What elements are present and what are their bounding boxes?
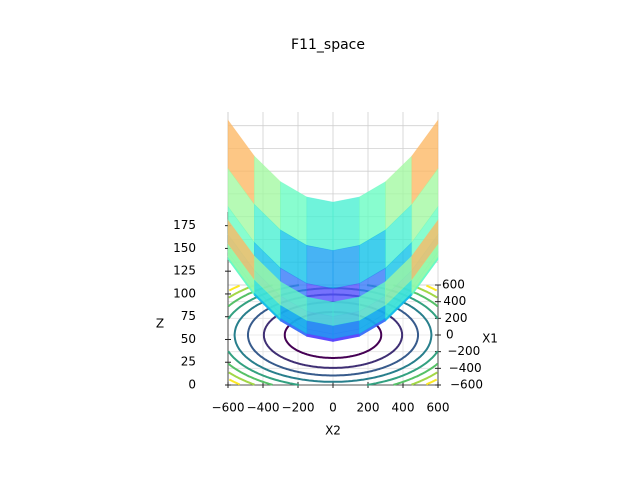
surface-cell [411, 219, 439, 281]
z-axis-label: Z [156, 317, 164, 331]
z-tick-label: 150 [173, 241, 196, 255]
x-tick-label: 600 [427, 401, 450, 415]
contour [228, 284, 438, 386]
z-tick-label: 50 [181, 332, 196, 346]
y-tick-label: 200 [445, 311, 468, 325]
x-axis-label: X2 [325, 424, 341, 438]
surface-cell [332, 196, 360, 251]
surface-cell [306, 296, 334, 326]
y-tick-label: 400 [443, 294, 466, 308]
contour [228, 284, 438, 386]
y-tick-label: −400 [449, 361, 482, 375]
y-axis-label: X1 [482, 332, 498, 346]
contour [227, 284, 439, 386]
z-tick-label: 0 [188, 378, 196, 392]
surface-cell [306, 196, 334, 251]
z-tick-label: 75 [181, 309, 196, 323]
y-tick-label: −600 [450, 378, 483, 392]
x-tick-label: −200 [282, 401, 315, 415]
z-tick-label: 100 [173, 286, 196, 300]
x-tick-label: −400 [247, 401, 280, 415]
y-tick-label: 0 [446, 328, 454, 342]
x-tick-label: −600 [212, 401, 245, 415]
surface-cell [332, 245, 360, 289]
contour [227, 284, 439, 386]
z-tick-label: 125 [173, 264, 196, 278]
surface-cell [306, 245, 334, 289]
x-tick-label: 400 [392, 401, 415, 415]
chart-title: F11_space [291, 37, 365, 53]
y-tick-label: 600 [442, 278, 465, 292]
x-tick-label: 0 [329, 401, 337, 415]
x-tick-label: 200 [357, 401, 380, 415]
y-tick-label: −200 [447, 344, 480, 358]
z-tick-label: 175 [173, 218, 196, 232]
surface-cell [332, 296, 360, 326]
z-tick-label: 25 [181, 355, 196, 369]
